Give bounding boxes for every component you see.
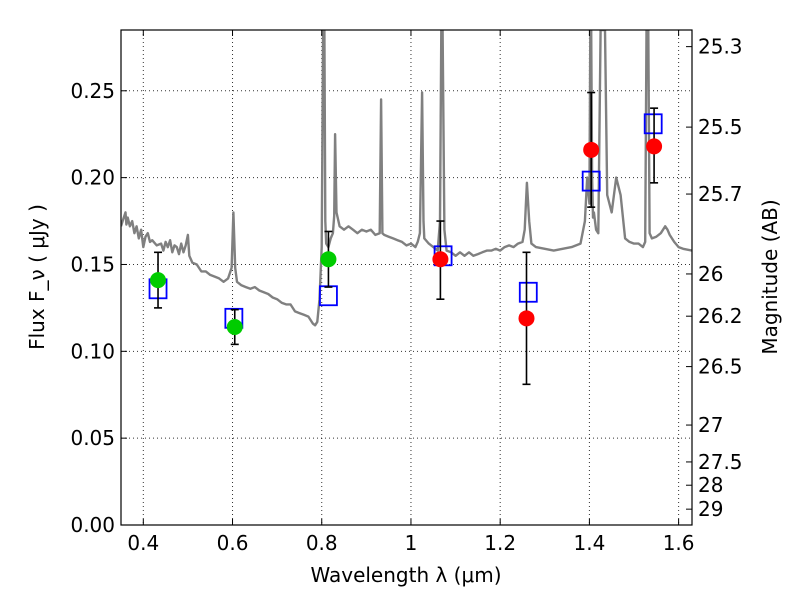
observed-flux-point	[518, 310, 535, 327]
magnitude-tick-label: 25.5	[698, 115, 743, 139]
magnitude-tick-label: 26.5	[698, 355, 743, 379]
magnitude-tick-label: 29	[698, 497, 723, 521]
axis-ticks	[121, 30, 692, 526]
magnitude-tick-label: 27	[698, 413, 723, 437]
magnitude-axis-label: Magnitude (AB)	[758, 199, 782, 354]
magnitude-tick-label: 28	[698, 473, 723, 497]
magnitude-tick-label: 25.3	[698, 35, 743, 59]
observed-flux-point	[583, 141, 600, 158]
magnitude-tick-label: 27.5	[698, 450, 743, 474]
observed-flux-point	[320, 251, 337, 268]
x-tick-labels: 0.4 0.6 0.8 1 1.2 1.4 1.6	[127, 531, 694, 555]
observed-points-layer	[150, 91, 663, 386]
x-tick-label: 0.4	[127, 531, 159, 555]
y-tick-label: 0.20	[70, 166, 115, 190]
observed-flux-point	[150, 272, 167, 289]
x-tick-label: 1.4	[573, 531, 605, 555]
magnitude-tick-label: 26.2	[698, 304, 743, 328]
x-tick-label: 1	[405, 531, 418, 555]
x-tick-label: 0.6	[217, 531, 249, 555]
magnitude-tick-label: 26	[698, 262, 723, 286]
y-tick-label: 0.00	[70, 513, 115, 537]
spectrum-line	[121, 30, 692, 327]
y-tick-label: 0.05	[70, 426, 115, 450]
x-axis-label: Wavelength λ (μm)	[310, 563, 501, 587]
model-square-point	[518, 281, 538, 303]
y-tick-label: 0.10	[70, 339, 115, 363]
observed-flux-point	[432, 251, 449, 268]
x-tick-label: 1.2	[484, 531, 516, 555]
magnitude-tick-label: 25.7	[698, 182, 743, 206]
grid-lines	[121, 30, 692, 526]
y-axis-label: Flux F_ν ( μJy )	[25, 204, 49, 350]
x-tick-label: 0.8	[306, 531, 338, 555]
y-tick-labels: 0.00 0.05 0.10 0.15 0.20 0.25	[70, 79, 115, 537]
observed-flux-point	[646, 138, 663, 155]
x-tick-label: 1.6	[663, 531, 695, 555]
y-tick-label: 0.25	[70, 79, 115, 103]
y-tick-label: 0.15	[70, 252, 115, 276]
model-square-point	[643, 113, 663, 135]
plot-frame	[120, 29, 693, 526]
observed-flux-point	[226, 319, 243, 335]
model-square-point	[319, 285, 338, 307]
spectrum-layer	[121, 30, 692, 327]
